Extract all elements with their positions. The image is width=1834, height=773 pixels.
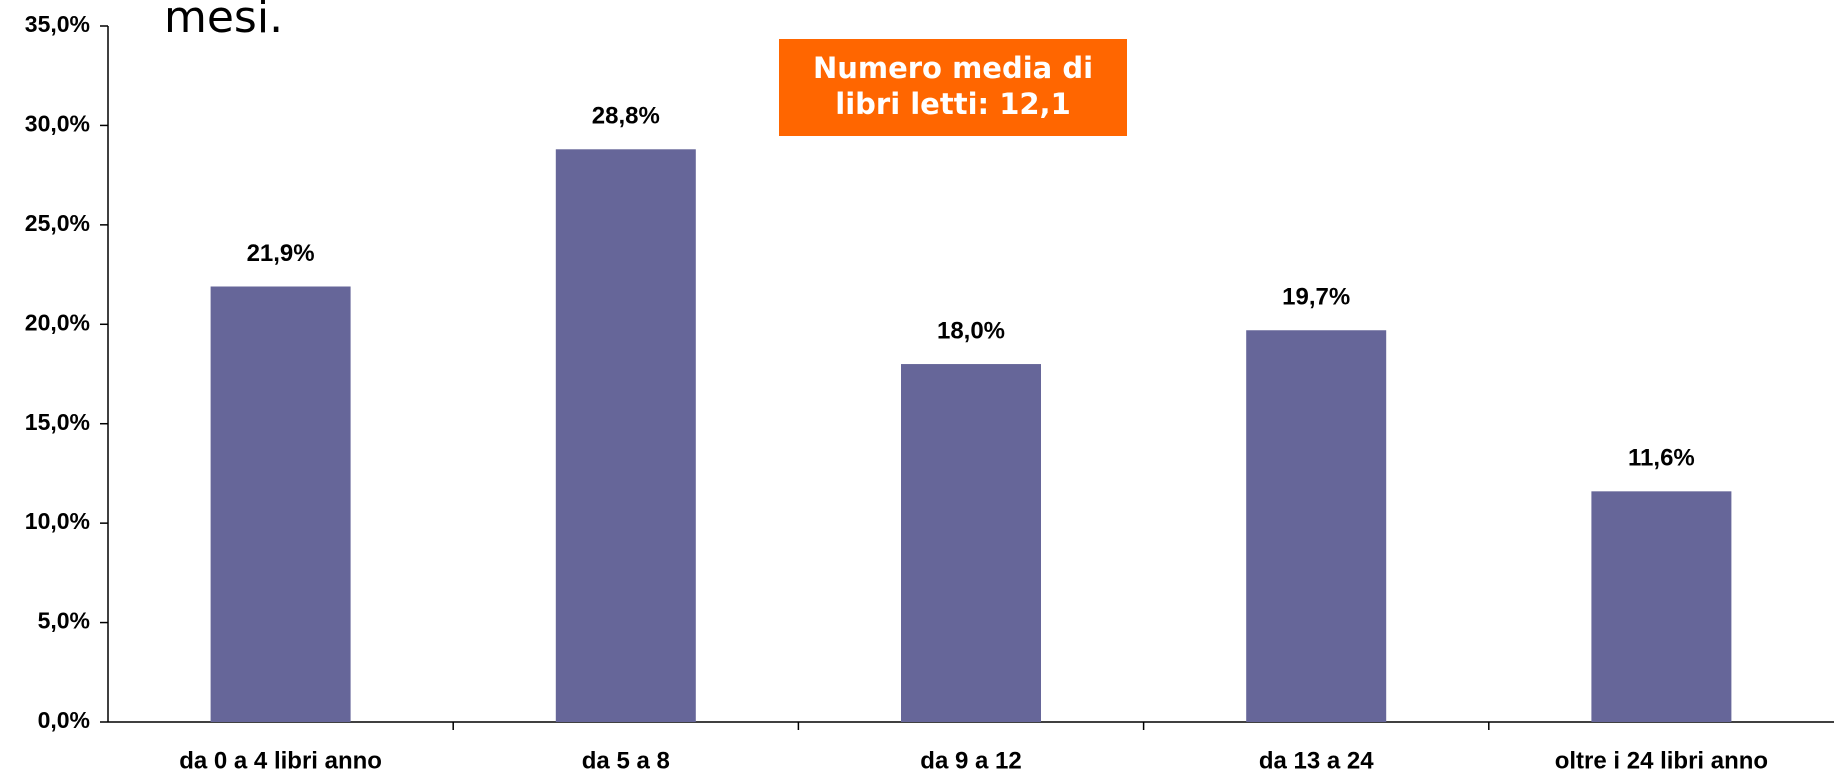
y-tick-label: 30,0% [25,111,90,137]
y-tick-label: 35,0% [25,11,90,37]
chart-title: mesi. [164,0,283,43]
y-tick-label: 20,0% [25,309,90,335]
value-label: 28,8% [592,103,660,130]
x-tick-label: da 5 a 8 [582,747,670,773]
x-tick-label: oltre i 24 libri anno [1555,747,1768,773]
bar [1591,491,1732,722]
y-tick-label: 0,0% [38,707,90,733]
value-label: 19,7% [1282,284,1350,311]
bar [901,364,1041,722]
x-tick-label: da 0 a 4 libri anno [179,747,382,773]
value-label: 11,6% [1628,445,1695,472]
value-label: 18,0% [937,317,1005,344]
bar [210,286,351,722]
y-tick-label: 25,0% [25,210,90,236]
annotation-text: libri letti: 12,1 [835,87,1071,121]
bar [1246,330,1387,722]
annotation-text: Numero media di [813,51,1093,85]
x-tick-label: da 13 a 24 [1259,747,1374,773]
y-tick-label: 15,0% [25,409,90,435]
x-tick-label: da 9 a 12 [920,747,1021,773]
value-label: 21,9% [247,240,315,267]
bar [555,149,696,722]
y-tick-label: 5,0% [38,608,90,634]
annotation-box [779,39,1127,136]
y-tick-label: 10,0% [25,508,90,534]
